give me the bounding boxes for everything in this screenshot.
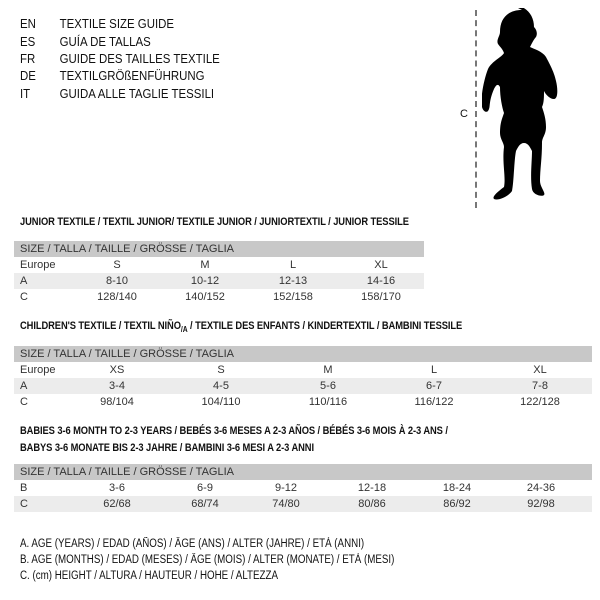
table-row: Europe XS S M L XL [14, 362, 592, 378]
cell: 98/104 [100, 396, 134, 408]
legend-c: C. (cm) HEIGHT / ALTURA / HAUTEUR / HÖHE… [20, 570, 278, 582]
table-header: SIZE / TALLA / TAILLE / GRÖSSE / TAGLIA [14, 241, 424, 257]
cell: 10-12 [190, 275, 220, 287]
table-row: C 98/104 104/110 110/116 116/122 122/128 [14, 394, 592, 410]
title-part: CHILDREN'S TEXTILE / TEXTIL NIÑO [20, 320, 181, 332]
cell: 12-18 [357, 482, 387, 494]
lang-code: DE [20, 68, 36, 83]
cell: 12-13 [278, 275, 308, 287]
row-label: Europe [20, 364, 56, 376]
cell: 24-36 [526, 482, 556, 494]
title-en: EN TEXTILE SIZE GUIDE [20, 15, 174, 32]
cell: L [430, 364, 438, 376]
row-label: B [20, 482, 28, 494]
cell: 14-16 [366, 275, 396, 287]
title-es: ES GUÍA DE TALLAS [20, 33, 151, 50]
cell: 3-4 [109, 380, 125, 392]
cell: 5-6 [320, 380, 336, 392]
table-header: SIZE / TALLA / TAILLE / GRÖSSE / TAGLIA [14, 346, 592, 362]
title-it: IT GUIDA ALLE TAGLIE TESSILI [20, 85, 214, 102]
babies-section-title-line2: BABYS 3-6 MONATE BIS 2-3 JAHRE / BAMBINI… [20, 442, 314, 454]
table-row: C 128/140 140/152 152/158 158/170 [14, 289, 424, 305]
table-row: Europe S M L XL [14, 257, 424, 273]
cell: L [289, 259, 297, 271]
cell: 122/128 [520, 396, 560, 408]
cell: 68/74 [191, 498, 219, 510]
lang-title: GUÍA DE TALLAS [59, 34, 151, 49]
lang-title: TEXTILGRÖßENFÜHRUNG [59, 68, 205, 83]
cell: S [217, 364, 225, 376]
row-label: C [20, 396, 28, 408]
cell: 92/98 [527, 498, 555, 510]
lang-title: GUIDA ALLE TAGLIE TESSILI [59, 86, 215, 101]
table-row: A 8-10 10-12 12-13 14-16 [14, 273, 424, 289]
lang-code: IT [20, 86, 31, 101]
row-label: C [20, 291, 28, 303]
cell: 18-24 [442, 482, 472, 494]
babies-size-table: SIZE / TALLA / TAILLE / GRÖSSE / TAGLIA … [14, 464, 592, 512]
title-fr: FR GUIDE DES TAILLES TEXTILE [20, 50, 220, 67]
table-row: A 3-4 4-5 5-6 6-7 7-8 [14, 378, 592, 394]
cell: 128/140 [97, 291, 137, 303]
lang-code: EN [20, 16, 36, 31]
cell: 152/158 [273, 291, 313, 303]
height-label: C [460, 108, 468, 120]
table-row: B 3-6 6-9 9-12 12-18 18-24 24-36 [14, 480, 592, 496]
row-label: Europe [20, 259, 56, 271]
title-subscript: /A [180, 325, 188, 335]
row-label: C [20, 498, 28, 510]
cell: XS [109, 364, 125, 376]
cell: 80/86 [358, 498, 386, 510]
row-label: A [20, 275, 28, 287]
lang-title: TEXTILE SIZE GUIDE [59, 16, 175, 31]
lang-code: ES [20, 34, 36, 49]
table-header: SIZE / TALLA / TAILLE / GRÖSSE / TAGLIA [14, 464, 592, 480]
cell: 86/92 [443, 498, 471, 510]
cell: 158/170 [361, 291, 401, 303]
cell: 6-9 [197, 482, 213, 494]
cell: 140/152 [185, 291, 225, 303]
cell: 62/68 [103, 498, 131, 510]
cell: 104/110 [201, 396, 241, 408]
cell: XL [533, 364, 547, 376]
cell: 3-6 [109, 482, 125, 494]
children-section-title: CHILDREN'S TEXTILE / TEXTIL NIÑO/A / TEX… [20, 320, 462, 334]
cell: S [113, 259, 121, 271]
babies-section-title-line1: BABIES 3-6 MONTH TO 2-3 YEARS / BEBÉS 3-… [20, 425, 448, 437]
cell: M [323, 364, 333, 376]
cell: 110/116 [308, 396, 348, 408]
table-row: C 62/68 68/74 74/80 80/86 86/92 92/98 [14, 496, 592, 512]
junior-section-title: JUNIOR TEXTILE / TEXTIL JUNIOR/ TEXTILE … [20, 216, 409, 228]
children-size-table: SIZE / TALLA / TAILLE / GRÖSSE / TAGLIA … [14, 346, 592, 410]
cell: 4-5 [213, 380, 229, 392]
cell: 6-7 [426, 380, 442, 392]
cell: M [200, 259, 210, 271]
legend-a: A. AGE (YEARS) / EDAD (AÑOS) / ÂGE (ANS)… [20, 538, 365, 550]
cell: 7-8 [532, 380, 548, 392]
height-dashed-line [475, 10, 477, 208]
legend-b: B. AGE (MONTHS) / EDAD (MESES) / ÂGE (MO… [20, 554, 395, 566]
cell: 74/80 [272, 498, 300, 510]
cell: 116/122 [414, 396, 454, 408]
cell: XL [374, 259, 388, 271]
title-part: / TEXTILE DES ENFANTS / KINDERTEXTIL / B… [187, 320, 463, 332]
cell: 8-10 [105, 275, 129, 287]
lang-title: GUIDE DES TAILLES TEXTILE [59, 51, 220, 66]
title-de: DE TEXTILGRÖßENFÜHRUNG [20, 67, 205, 84]
child-silhouette-icon [482, 8, 558, 200]
lang-code: FR [20, 51, 36, 66]
row-label: A [20, 380, 28, 392]
cell: 9-12 [274, 482, 298, 494]
junior-size-table: SIZE / TALLA / TAILLE / GRÖSSE / TAGLIA … [14, 241, 424, 305]
